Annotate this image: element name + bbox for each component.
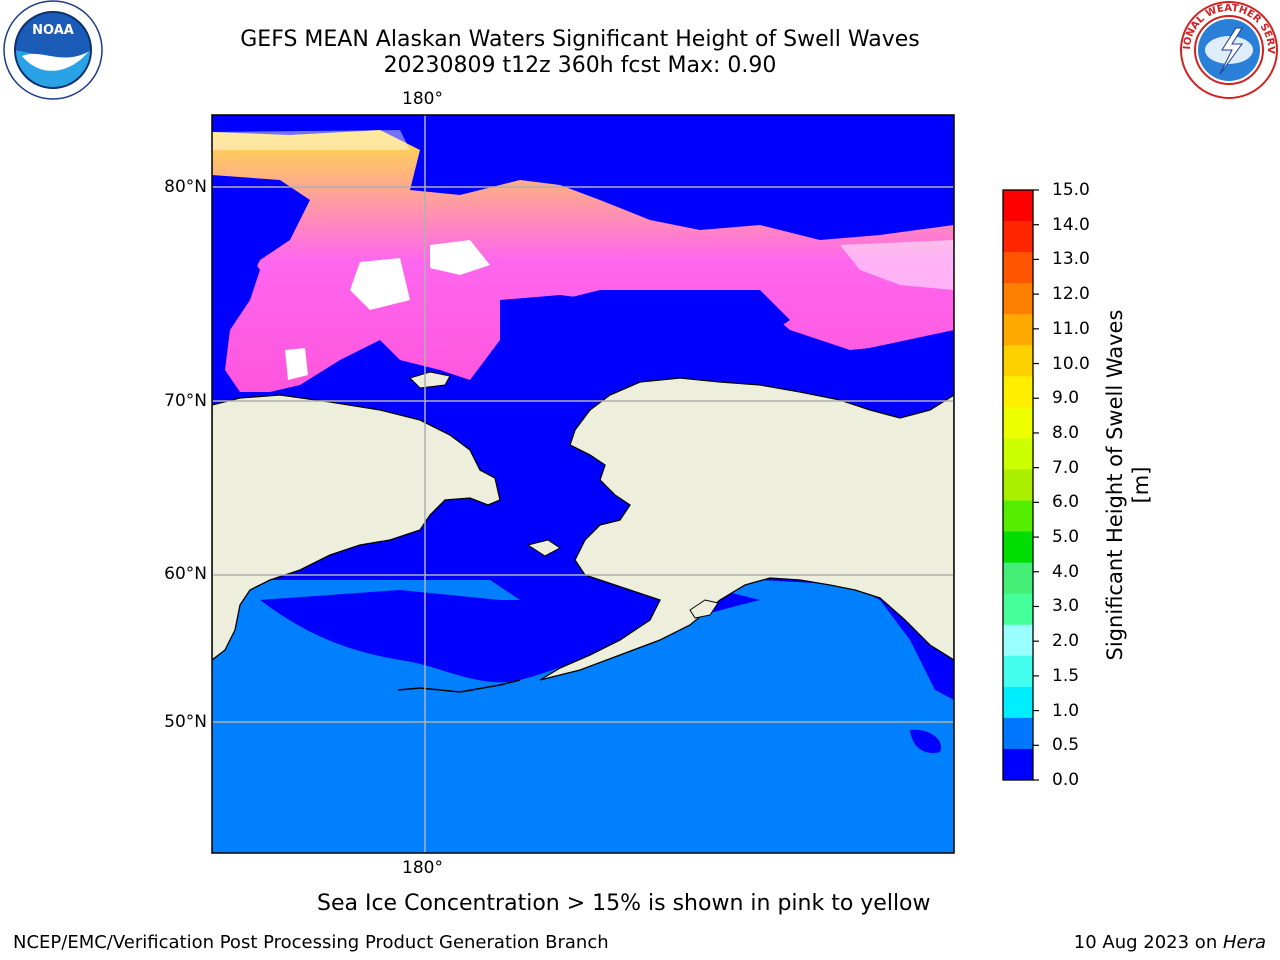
colorbar-band	[1003, 655, 1033, 688]
colorbar-band	[1003, 283, 1033, 315]
gulf-patch	[910, 729, 941, 754]
colorbar-band	[1003, 221, 1033, 253]
colorbar-tick-label: 1.0	[1052, 700, 1080, 721]
colorbar-band	[1003, 717, 1033, 750]
wrangel-island	[409, 371, 451, 389]
footer-credit: NCEP/EMC/Verification Post Processing Pr…	[13, 932, 609, 953]
st-lawrence-island	[526, 539, 561, 557]
noaa-logo: NOAA	[3, 0, 103, 100]
colorbar-tick-label: 8.0	[1052, 422, 1080, 443]
colorbar-tick-label: 1.5	[1052, 665, 1080, 686]
colorbar-band	[1003, 531, 1033, 564]
chart-title: GEFS MEAN Alaskan Waters Significant Hei…	[240, 27, 920, 52]
colorbar-band	[1003, 593, 1033, 626]
colorbar-band	[1003, 562, 1033, 595]
graticule	[212, 115, 954, 853]
colorbar-tick-label: 3.0	[1052, 596, 1080, 617]
lat-label-60: 60°N	[164, 564, 207, 584]
colorbar-band	[1003, 469, 1033, 502]
colorbar-band	[1003, 748, 1033, 781]
colorbar-band	[1003, 190, 1033, 222]
aleutian-islands	[397, 679, 521, 693]
colorbar-tick-label: 6.0	[1052, 492, 1080, 513]
colorbar-tick-label: 13.0	[1052, 249, 1090, 270]
footer-host: Hera	[1222, 932, 1266, 953]
kodiak-island	[689, 599, 719, 619]
colorbar-tick-label: 0.5	[1052, 735, 1080, 756]
bering-shelf-low-swell	[212, 540, 954, 700]
colorbar-tick-label: 15.0	[1052, 180, 1090, 200]
colorbar-band	[1003, 407, 1033, 439]
aleutian-low-swell	[260, 585, 760, 683]
chart-subtitle: 20230809 t12z 360h fcst Max: 0.90	[383, 53, 777, 78]
colorbar-tick-label: 0.0	[1052, 770, 1080, 790]
colorbar-band	[1003, 500, 1033, 533]
colorbar-frame	[1002, 189, 1034, 781]
colorbar-band	[1003, 252, 1033, 284]
colorbar-tick-label: 5.0	[1052, 527, 1080, 548]
footer-date: 10 Aug 2023 on Hera	[1074, 932, 1266, 954]
colorbar-tick-label: 14.0	[1052, 214, 1090, 235]
colorbar-band	[1003, 686, 1033, 719]
colorbar-band	[1003, 438, 1033, 470]
colorbar-band	[1003, 345, 1033, 377]
colorbar-band	[1003, 376, 1033, 408]
lon-label-bottom: 180°	[402, 858, 443, 878]
nws-logo: NATIONAL WEATHER SERVICE	[1178, 0, 1278, 99]
colorbar-tick-label: 11.0	[1052, 318, 1090, 339]
colorbar-band	[1003, 314, 1033, 346]
colorbar-label: Significant Height of Swell Waves [m]	[1103, 309, 1153, 661]
colorbar-tick-label: 2.0	[1052, 631, 1080, 652]
colorbar-tick-label: 7.0	[1052, 457, 1080, 478]
lat-label-80: 80°N	[164, 177, 207, 197]
map-frame	[211, 114, 955, 854]
lat-label-50: 50°N	[164, 712, 207, 732]
lat-label-70: 70°N	[164, 391, 207, 411]
lon-label-top: 180°	[402, 89, 443, 109]
colorbar-band	[1003, 624, 1033, 657]
colorbar-tick-label: 12.0	[1052, 284, 1090, 305]
siberia-land	[212, 394, 501, 661]
colorbar-tick-label: 10.0	[1052, 353, 1090, 374]
colorbar-tick-label: 9.0	[1052, 388, 1080, 409]
footer-date-text: 10 Aug 2023 on	[1073, 932, 1223, 953]
sea-ice-region	[212, 130, 954, 392]
sea-ice-note: Sea Ice Concentration > 15% is shown in …	[317, 891, 931, 916]
colorbar-tick-label: 4.0	[1052, 561, 1080, 582]
noaa-logo-text: NOAA	[32, 23, 74, 38]
